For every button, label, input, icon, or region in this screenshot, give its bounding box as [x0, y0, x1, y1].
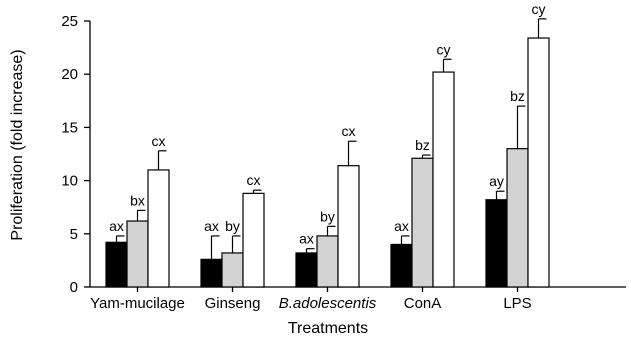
- bar: [221, 252, 244, 288]
- data-label: ax: [299, 231, 314, 247]
- bar: [390, 243, 413, 288]
- x-tick-label: ConA: [404, 295, 442, 312]
- y-tick-label: 5: [70, 226, 78, 243]
- bar: [506, 148, 529, 288]
- y-tick-label: 15: [61, 119, 78, 136]
- data-label: bz: [510, 88, 525, 104]
- bar: [105, 241, 128, 288]
- y-tick-label: 25: [61, 13, 78, 30]
- y-axis-title: Proliferation (fold increase): [9, 49, 26, 240]
- bar: [316, 235, 339, 288]
- data-label: ax: [109, 218, 124, 234]
- bar: [411, 157, 434, 288]
- bar: [242, 192, 265, 288]
- x-tick-label: LPS: [503, 295, 531, 312]
- y-tick-label: 20: [61, 66, 78, 83]
- data-label: bx: [130, 192, 145, 208]
- x-tick-label: Ginseng: [205, 295, 261, 312]
- bar: [200, 258, 223, 288]
- data-label: ax: [204, 218, 219, 234]
- data-label: bz: [415, 137, 430, 153]
- x-tick-label: Yam-mucilage: [90, 295, 185, 312]
- data-label: by: [225, 218, 240, 234]
- bar: [432, 71, 455, 288]
- data-label: cy: [437, 41, 451, 57]
- data-label: cx: [152, 133, 166, 149]
- data-label: by: [320, 208, 335, 224]
- bar: [485, 199, 508, 288]
- data-label: ax: [394, 218, 409, 234]
- bar: [527, 37, 550, 288]
- x-axis-title: Treatments: [288, 320, 368, 337]
- y-tick-label: 10: [61, 173, 78, 190]
- bar: [337, 165, 360, 288]
- bar: [147, 169, 170, 288]
- plot-area: 0 5 10 15 20 25 Yam-mucilage Ginseng B.adolescen…: [61, 1, 626, 312]
- data-label: cx: [342, 123, 356, 139]
- data-label: cx: [247, 172, 261, 188]
- data-label: cy: [532, 1, 546, 17]
- y-tick-label: 0: [70, 279, 78, 296]
- x-tick-label: B.adolescentis: [279, 295, 377, 312]
- bar: [126, 220, 149, 288]
- bar: [295, 252, 318, 288]
- data-label: ay: [489, 173, 504, 189]
